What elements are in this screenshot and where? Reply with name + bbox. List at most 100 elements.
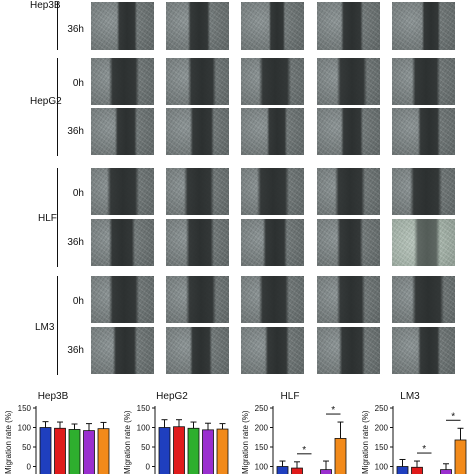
y-axis-label: Migration rate (%): [361, 410, 370, 474]
microscopy-tile: [392, 327, 455, 374]
wound-gap: [257, 168, 289, 215]
wound-gap: [190, 327, 212, 374]
group-label-hep3b: Hep3B: [30, 0, 61, 11]
microscopy-tile: [241, 327, 304, 374]
bar: [291, 467, 303, 474]
wound-gap: [422, 2, 440, 50]
bar: [173, 426, 185, 474]
microscopy-tile: [317, 168, 380, 215]
wound-gap: [412, 276, 444, 323]
microscopy-tile: [392, 276, 455, 323]
microscopy-tile: [91, 327, 154, 374]
bar: [83, 430, 95, 474]
microscopy-tile: [241, 219, 304, 266]
wound-gap: [188, 2, 210, 50]
microscopy-tile: [392, 219, 455, 266]
wound-gap: [335, 168, 365, 215]
microscopy-tile: [91, 219, 154, 266]
y-tick-label: 200: [255, 424, 269, 433]
y-tick-label: 150: [18, 404, 32, 413]
group-bracket-hlf: [57, 168, 58, 267]
chart-title-lm3: LM3: [400, 391, 420, 402]
y-tick-label: 150: [255, 443, 269, 452]
chart-title-hlf: HLF: [280, 391, 300, 402]
significance-star: *: [422, 444, 426, 455]
microscopy-tile: [241, 168, 304, 215]
microscopy-tile: [317, 276, 380, 323]
wound-gap: [115, 108, 137, 155]
row-label-lm3-36h: 36h: [67, 345, 84, 356]
y-tick-label: 100: [375, 463, 389, 472]
microscopy-tile: [91, 168, 154, 215]
microscopy-tile: [166, 58, 229, 105]
wound-gap: [339, 327, 365, 374]
y-tick-label: 250: [375, 404, 389, 413]
y-axis-label: Migration rate (%): [241, 410, 250, 474]
microscopy-tile: [166, 219, 229, 266]
wound-gap: [109, 58, 139, 105]
wound-gap: [109, 219, 135, 266]
microscopy-tile: [317, 219, 380, 266]
group-label-lm3: LM3: [35, 322, 55, 333]
y-tick-label: 200: [375, 424, 389, 433]
y-tick-label: 0: [27, 463, 32, 472]
wound-gap: [184, 168, 214, 215]
microscopy-tile: [166, 2, 229, 50]
wound-gap: [109, 276, 139, 323]
wound-gap: [259, 58, 291, 105]
microscopy-tile: [166, 168, 229, 215]
bar: [202, 429, 214, 474]
microscopy-tile: [317, 108, 380, 155]
chart-title-hepg2: HepG2: [156, 391, 188, 402]
bar: [54, 427, 66, 474]
microscopy-tile: [241, 276, 304, 323]
wound-gap: [267, 108, 287, 155]
bar: [68, 429, 81, 474]
bar: [276, 466, 289, 474]
y-tick-label: 50: [141, 443, 150, 452]
significance-star: *: [451, 411, 455, 422]
wound-gap: [337, 58, 367, 105]
wound-gap: [410, 168, 442, 215]
row-label-hep3b-36h: 36h: [67, 24, 84, 35]
microscopy-tile: [91, 58, 154, 105]
row-label-hepg2-0h: 0h: [72, 78, 84, 89]
y-tick-label: 100: [137, 424, 151, 433]
bar: [454, 439, 467, 474]
significance-star: *: [302, 445, 306, 456]
microscopy-tile: [317, 58, 380, 105]
group-bracket-hep3b: [57, 2, 58, 50]
wound-gap: [186, 219, 214, 266]
microscopy-tile: [392, 168, 455, 215]
microscopy-tile: [317, 2, 380, 50]
bar: [320, 469, 332, 474]
microscopy-tile: [91, 276, 154, 323]
microscopy-tile: [392, 108, 455, 155]
bar: [440, 469, 452, 474]
group-label-hlf: HLF: [38, 213, 57, 224]
microscopy-tile: [166, 327, 229, 374]
wound-gap: [341, 2, 363, 50]
chart-title-hep3b: Hep3B: [37, 391, 69, 402]
group-bracket-hepg2: [57, 58, 58, 156]
wound-gap: [186, 276, 216, 323]
row-label-lm3-0h: 0h: [72, 296, 84, 307]
microscopy-tile: [317, 327, 380, 374]
wound-gap: [188, 58, 216, 105]
y-tick-label: 100: [18, 424, 32, 433]
row-label-hlf-0h: 0h: [72, 188, 84, 199]
wound-gap: [337, 219, 363, 266]
wound-gap: [190, 108, 214, 155]
bar: [158, 427, 171, 474]
wound-gap: [412, 58, 440, 105]
bar: [187, 427, 200, 474]
y-axis-label: Migration rate (%): [123, 410, 132, 474]
wound-gap: [107, 168, 139, 215]
y-tick-label: 150: [375, 443, 389, 452]
y-tick-label: 0: [146, 463, 151, 472]
group-bracket-lm3: [57, 276, 58, 375]
bar: [334, 438, 347, 474]
row-label-hepg2-36h: 36h: [67, 126, 84, 137]
microscopy-tile: [91, 108, 154, 155]
y-tick-label: 100: [255, 463, 269, 472]
